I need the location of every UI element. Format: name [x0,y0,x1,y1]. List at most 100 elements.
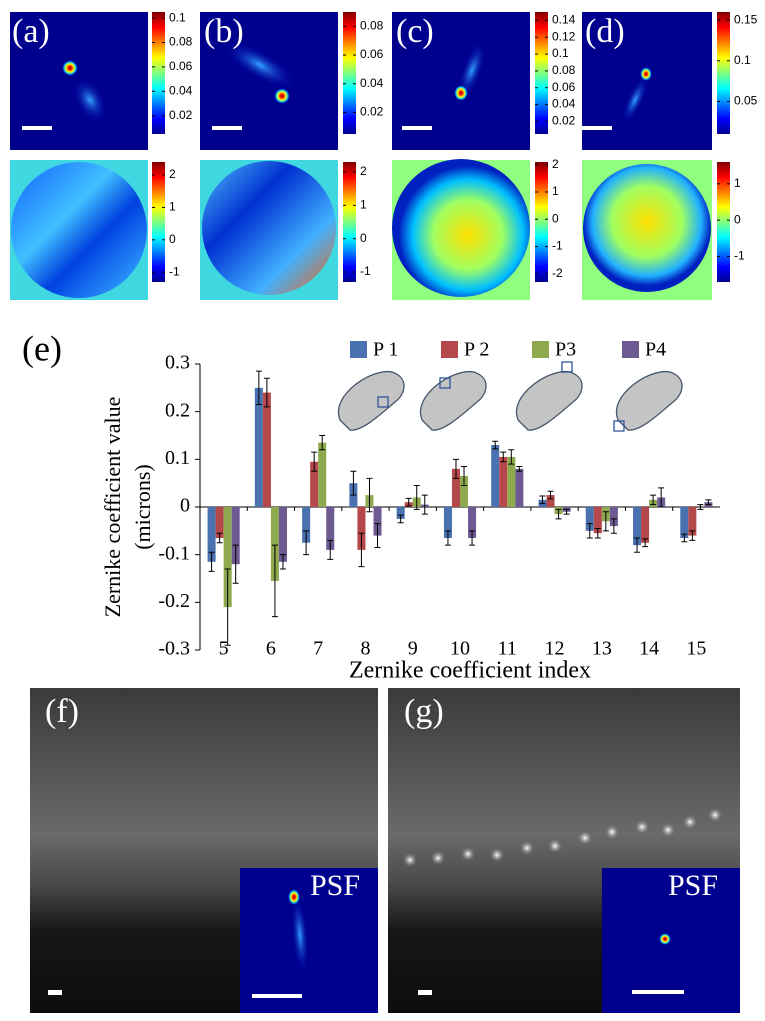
bar [609,507,618,527]
puncta [403,808,722,867]
error-bar [555,508,562,520]
error-bar [216,532,223,544]
y-tick-label: -0.3 [158,638,190,660]
colorbar [343,162,356,282]
colorbar-tick-label: -1 [360,264,371,278]
x-tick-label: 11 [498,638,517,660]
phase-map [583,164,711,292]
bar [278,507,287,562]
psf-spot [458,41,486,99]
error-bar [508,449,515,465]
colorbar [152,162,165,282]
colorbar-tick-label: 0 [734,212,741,226]
colorbar-tick-label: 0.04 [360,76,384,90]
psf-images [10,12,712,150]
legend-label: P 2 [464,339,489,361]
error-bar [350,470,357,496]
error-bar [697,504,704,510]
y-tick-label: 0.2 [165,399,190,421]
panel-label: (d) [585,13,625,50]
error-bar [311,451,318,472]
y-tick-label: -0.2 [158,590,190,612]
error-bar [500,451,507,463]
bar [680,507,689,538]
psf-spot [640,67,652,81]
bar [443,507,452,538]
colorbar-tick-label: -1 [734,249,745,263]
panel-label: (f) [45,693,79,730]
error-bar [658,487,665,508]
roi-box [439,377,451,389]
bar [585,507,594,531]
error-bar [319,435,326,451]
x-tick-label: 8 [360,638,370,660]
error-bar [421,494,428,515]
error-bar [689,530,696,541]
panel-label: (g) [404,693,444,730]
x-tick-label: 7 [313,638,323,660]
legend-label: P 1 [373,339,398,361]
scale-bar [418,990,432,995]
colorbar-tick-label: 1 [734,176,741,190]
colorbar [717,12,730,134]
psf-spot [621,76,649,124]
phase-map [202,161,336,295]
error-bar [405,497,412,507]
psf-spot [291,895,309,975]
psf-inset [240,868,378,1013]
error-bar [681,533,688,543]
colorbar [343,12,356,134]
bar [223,507,232,608]
x-tick-label: 13 [592,638,612,660]
panel-label: (a) [12,13,50,50]
error-bar [366,477,373,513]
bar [318,442,327,507]
colorbar-tick-label: 0.14 [552,13,576,27]
panel-label: (c) [396,13,434,50]
error-bar [255,370,262,406]
error-bar [444,530,451,546]
colorbar-tick-label: 0.1 [169,10,186,24]
error-bar [208,551,215,572]
psf-inset [602,868,740,1013]
error-bar [279,554,286,570]
bar [326,507,335,550]
colorbar-tick-label: 0.15 [734,12,758,26]
error-bar [461,465,468,487]
bar [507,456,516,507]
colorbar-tick-label: 0.1 [734,53,751,67]
bar [688,507,697,536]
error-bar [224,568,231,646]
error-bar [492,440,499,450]
error-bar [452,458,459,479]
cell-sketch [419,371,487,431]
psf-spot [224,41,296,89]
roi-box [561,361,573,373]
bar [460,476,469,507]
error-bar [327,539,334,560]
bar [468,507,477,538]
bar [207,507,216,562]
bar [546,495,555,507]
colorbar-tick-label: 2 [360,164,367,178]
psf-spot [454,85,468,101]
y-tick-label: 0 [180,495,190,517]
error-bar [563,508,570,515]
scale-bar [632,990,684,994]
x-tick-label: 6 [266,638,276,660]
cell-sketch [615,371,683,431]
colorbar-tick-label: 0.02 [169,108,193,122]
error-bar [634,537,641,553]
panel-label: (e) [22,328,62,368]
error-bar [358,532,365,568]
micrographs [30,688,740,1013]
x-axis-title: Zernike coefficient index [349,658,591,684]
x-tick-label: 14 [639,638,659,660]
colorbar-tick-label: 0 [360,231,367,245]
error-bar [516,465,523,472]
bar [633,507,642,546]
colorbar-tick-label: 0 [552,211,559,225]
colorbar-tick-label: 0.05 [734,94,758,108]
legend-swatch [441,341,458,358]
legend-swatch [350,341,367,358]
